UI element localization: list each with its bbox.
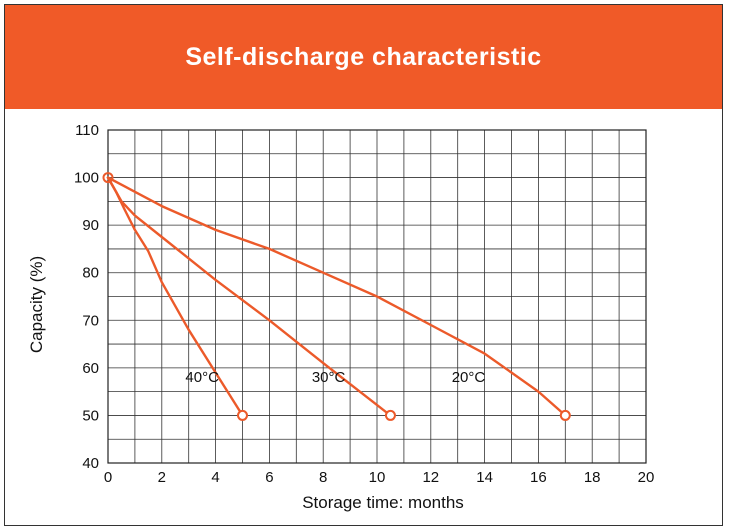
y-tick-label: 80 — [82, 265, 99, 282]
x-tick-label: 12 — [422, 469, 439, 486]
series-line — [106, 176, 392, 417]
x-tick-label: 2 — [158, 469, 166, 486]
x-tick-label: 10 — [369, 469, 386, 486]
x-tick-label: 0 — [104, 469, 112, 486]
chart-title: Self-discharge characteristic — [185, 42, 542, 71]
series-end-marker — [559, 409, 571, 421]
series-line — [106, 176, 567, 417]
series-end-marker — [237, 409, 248, 421]
plot-border — [107, 129, 647, 464]
x-tick-label: 20 — [638, 469, 655, 486]
series-end-marker — [384, 409, 396, 421]
y-tick-label: 40 — [82, 455, 99, 472]
x-tick-label: 4 — [211, 469, 219, 486]
x-axis-label: Storage time: months — [302, 493, 464, 512]
x-tick-label: 16 — [530, 469, 547, 486]
x-tick-label: 14 — [476, 469, 493, 486]
x-tick-label: 8 — [319, 469, 327, 486]
x-tick-label: 18 — [584, 469, 601, 486]
y-tick-label: 90 — [82, 217, 99, 234]
series-label: 20°C — [452, 369, 486, 386]
y-tick-label: 110 — [75, 122, 99, 139]
y-tick-label: 60 — [82, 360, 99, 377]
y-tick-label: 50 — [82, 407, 99, 424]
series-start-marker — [102, 172, 114, 184]
y-tick-label: 100 — [74, 170, 99, 187]
title-banner: Self-discharge characteristic — [5, 5, 722, 109]
y-tick-label: 70 — [82, 312, 99, 329]
y-axis-label: Capacity (%) — [27, 256, 46, 353]
x-tick-label: 6 — [265, 469, 273, 486]
series-label: 30°C — [312, 369, 346, 386]
series-label: 40°C — [185, 369, 219, 386]
